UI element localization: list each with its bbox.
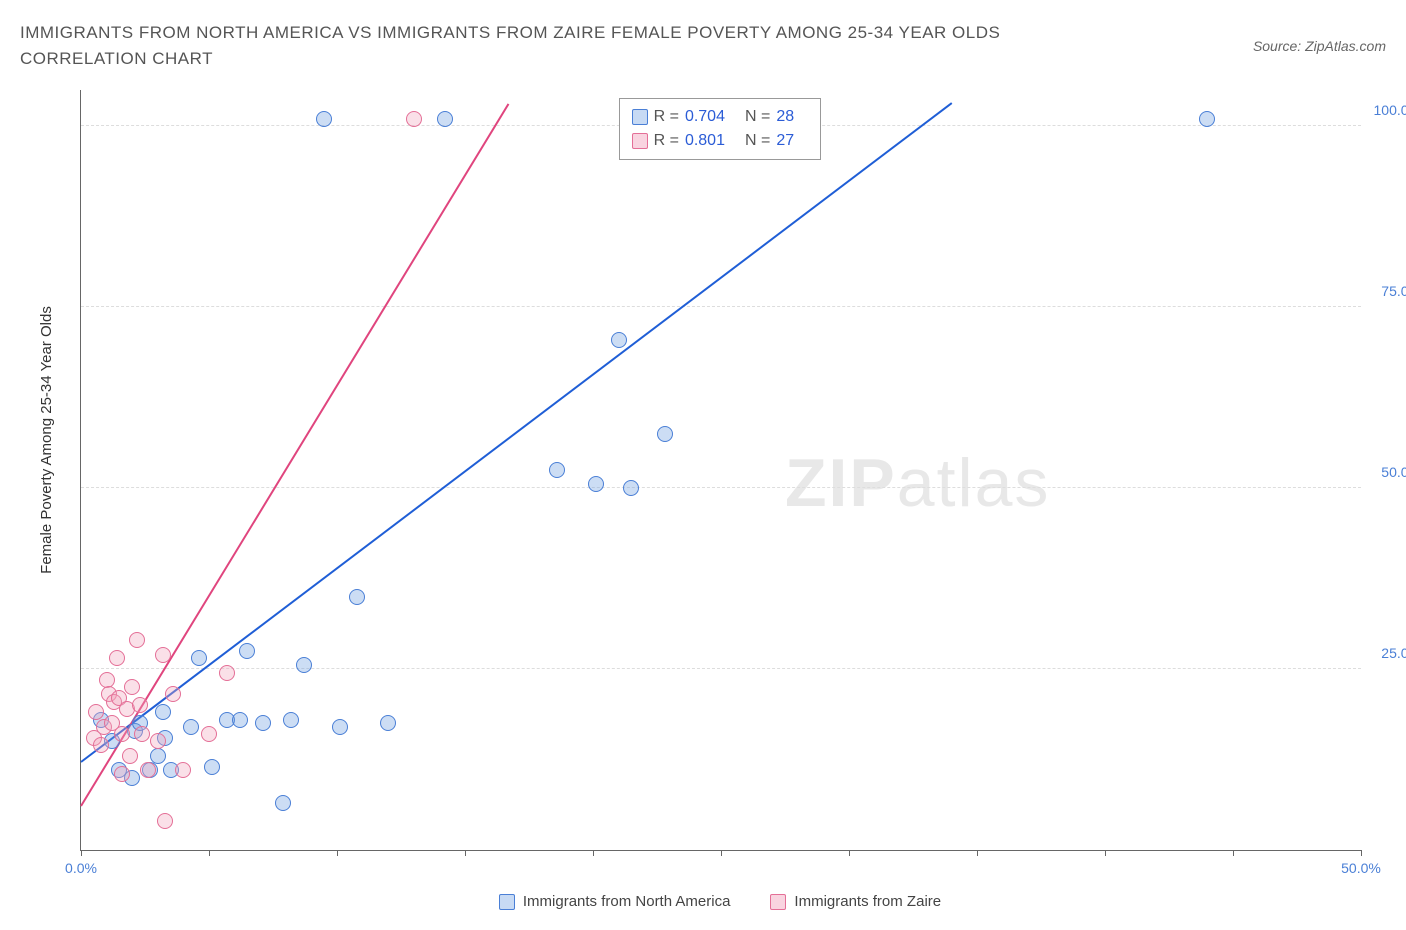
legend-label: Immigrants from North America [523, 893, 731, 910]
data-point [623, 480, 639, 496]
data-point [175, 762, 191, 778]
data-point [219, 665, 235, 681]
data-point [165, 686, 181, 702]
x-tick [209, 850, 210, 856]
data-point [134, 726, 150, 742]
data-point [114, 726, 130, 742]
data-point [611, 332, 627, 348]
legend-stats-box: R =0.704 N =28 R =0.801 N =27 [619, 98, 822, 160]
title-row: IMMIGRANTS FROM NORTH AMERICA VS IMMIGRA… [20, 20, 1386, 71]
plot-area: ZIPatlas R =0.704N =28R =0.801N =27 25.0… [80, 90, 1361, 851]
gridline [81, 306, 1361, 307]
data-point [99, 672, 115, 688]
bottom-legend: Immigrants from North America Immigrants … [80, 893, 1360, 910]
data-point [129, 632, 145, 648]
data-point [124, 679, 140, 695]
data-point [191, 650, 207, 666]
legend-swatch [770, 894, 786, 910]
data-point [588, 476, 604, 492]
y-tick-label: 100.0% [1366, 102, 1406, 118]
watermark: ZIPatlas [785, 444, 1050, 522]
x-tick [465, 850, 466, 856]
x-tick [337, 850, 338, 856]
data-point [316, 111, 332, 127]
legend-swatch [632, 109, 648, 125]
data-point [275, 795, 291, 811]
y-tick-label: 50.0% [1366, 464, 1406, 480]
data-point [157, 813, 173, 829]
data-point [406, 111, 422, 127]
x-tick [1361, 850, 1362, 856]
data-point [283, 712, 299, 728]
stat-r-label: R = [654, 129, 679, 153]
data-point [232, 712, 248, 728]
legend-label: Immigrants from Zaire [794, 893, 941, 910]
stat-r-label: R = [654, 105, 679, 129]
data-point [114, 766, 130, 782]
stat-n-label: N = [745, 105, 770, 129]
x-tick-label: 50.0% [1341, 860, 1381, 876]
x-tick-label: 0.0% [65, 860, 97, 876]
data-point [201, 726, 217, 742]
data-point [132, 697, 148, 713]
x-tick [593, 850, 594, 856]
data-point [93, 737, 109, 753]
data-point [1199, 111, 1215, 127]
data-point [332, 719, 348, 735]
data-point [204, 759, 220, 775]
data-point [109, 650, 125, 666]
stat-n-label: N = [745, 129, 770, 153]
chart-container: IMMIGRANTS FROM NORTH AMERICA VS IMMIGRA… [20, 20, 1386, 910]
legend-stats-row: R =0.801 N =27 [632, 129, 809, 153]
data-point [437, 111, 453, 127]
gridline [81, 668, 1361, 669]
legend-swatch [632, 133, 648, 149]
x-tick [1233, 850, 1234, 856]
data-point [657, 426, 673, 442]
legend-stats-row: R =0.704 N =28 [632, 105, 809, 129]
data-point [380, 715, 396, 731]
data-point [255, 715, 271, 731]
x-tick [81, 850, 82, 856]
x-tick [721, 850, 722, 856]
data-point [239, 643, 255, 659]
data-point [349, 589, 365, 605]
data-point [150, 748, 166, 764]
data-point [122, 748, 138, 764]
data-point [183, 719, 199, 735]
source-attribution: Source: ZipAtlas.com [1253, 38, 1386, 54]
y-axis-label: Female Poverty Among 25-34 Year Olds [38, 306, 55, 574]
stat-n-value: 28 [776, 105, 794, 129]
trend-line [80, 103, 952, 763]
data-point [296, 657, 312, 673]
data-point [155, 704, 171, 720]
stat-r-value: 0.704 [685, 105, 725, 129]
x-tick [977, 850, 978, 856]
stat-r-value: 0.801 [685, 129, 725, 153]
legend-swatch [499, 894, 515, 910]
data-point [155, 647, 171, 663]
data-point [549, 462, 565, 478]
legend-item: Immigrants from North America [499, 893, 731, 910]
legend-item: Immigrants from Zaire [770, 893, 941, 910]
stat-n-value: 27 [776, 129, 794, 153]
data-point [150, 733, 166, 749]
y-tick-label: 25.0% [1366, 645, 1406, 661]
x-tick [1105, 850, 1106, 856]
chart-title: IMMIGRANTS FROM NORTH AMERICA VS IMMIGRA… [20, 20, 1120, 71]
y-tick-label: 75.0% [1366, 283, 1406, 299]
data-point [140, 762, 156, 778]
x-tick [849, 850, 850, 856]
